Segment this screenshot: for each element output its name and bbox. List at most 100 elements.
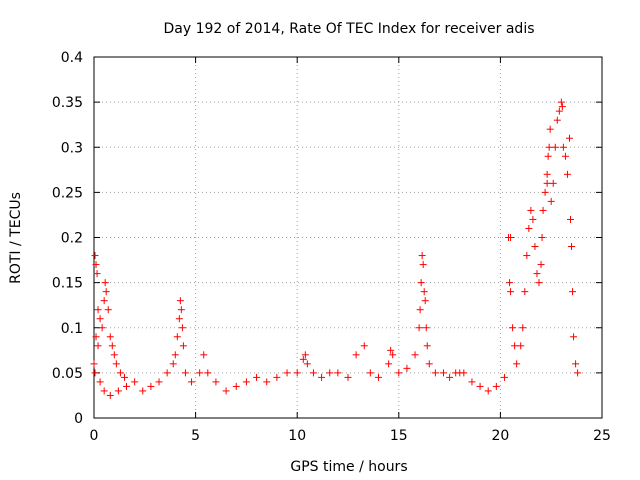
- data-point: [523, 252, 531, 260]
- x-tick-label: 5: [191, 428, 200, 444]
- data-point: [541, 188, 549, 196]
- x-tick-label: 0: [90, 428, 99, 444]
- data-point: [569, 288, 577, 296]
- data-point: [293, 369, 301, 377]
- data-point: [403, 364, 411, 372]
- data-point: [222, 387, 230, 395]
- data-point: [549, 179, 557, 187]
- data-point: [389, 351, 397, 359]
- data-point: [179, 342, 187, 350]
- data-point: [539, 206, 547, 214]
- data-point: [100, 387, 108, 395]
- data-point: [507, 234, 515, 241]
- data-point: [543, 179, 551, 187]
- data-point: [116, 369, 124, 377]
- data-point: [574, 369, 582, 377]
- data-point: [533, 270, 541, 278]
- data-point: [440, 369, 448, 377]
- data-point: [511, 342, 519, 350]
- data-point: [545, 143, 553, 151]
- data-point: [366, 369, 374, 377]
- data-point: [171, 351, 179, 359]
- data-point: [517, 342, 525, 350]
- data-point: [110, 351, 118, 359]
- x-tick-label: 10: [288, 428, 306, 444]
- data-point: [200, 351, 208, 359]
- data-point: [177, 306, 185, 314]
- data-point: [360, 342, 368, 350]
- data-point: [558, 103, 566, 111]
- data-point: [204, 369, 212, 377]
- data-point: [242, 378, 250, 386]
- x-tick-label: 25: [593, 428, 611, 444]
- data-point: [181, 369, 189, 377]
- y-tick-label: 0: [74, 411, 83, 427]
- data-point: [546, 125, 554, 133]
- data-point: [106, 333, 114, 341]
- data-point: [555, 107, 563, 115]
- data-point: [411, 351, 419, 359]
- data-point: [420, 288, 428, 296]
- data-point: [559, 143, 567, 151]
- data-point: [93, 270, 101, 278]
- data-point: [131, 378, 139, 386]
- data-point: [318, 373, 326, 381]
- data-point: [155, 378, 163, 386]
- data-point: [344, 373, 352, 381]
- y-tick-label: 0.25: [52, 185, 83, 201]
- data-point: [100, 297, 108, 305]
- data-point: [446, 373, 454, 381]
- data-point: [96, 378, 104, 386]
- data-point: [104, 306, 112, 314]
- data-point: [352, 351, 360, 359]
- data-point: [417, 279, 425, 287]
- data-point: [114, 387, 122, 395]
- data-point: [418, 252, 426, 260]
- data-point: [173, 333, 181, 341]
- data-point: [90, 360, 98, 368]
- data-point: [263, 378, 271, 386]
- data-point: [509, 324, 517, 332]
- data-point: [303, 360, 311, 368]
- data-point: [147, 382, 155, 390]
- data-point: [513, 360, 521, 368]
- data-point: [507, 288, 515, 296]
- data-point: [92, 261, 100, 269]
- data-point: [98, 324, 106, 332]
- data-point: [421, 297, 429, 305]
- data-point: [91, 252, 99, 260]
- data-point: [476, 382, 484, 390]
- data-point: [484, 387, 492, 395]
- x-tick-label: 20: [491, 428, 509, 444]
- data-point: [519, 324, 527, 332]
- y-tick-label: 0.15: [52, 276, 83, 292]
- data-point: [196, 369, 204, 377]
- data-point: [570, 333, 578, 341]
- data-point: [374, 373, 382, 381]
- data-point: [112, 360, 120, 368]
- data-point: [500, 373, 508, 381]
- y-tick-label: 0.4: [61, 50, 83, 66]
- chart-title: Day 192 of 2014, Rate Of TEC Index for r…: [163, 21, 534, 37]
- data-point: [120, 373, 128, 381]
- data-point: [108, 342, 116, 350]
- data-point: [175, 315, 183, 323]
- data-point: [139, 387, 147, 395]
- data-point: [521, 288, 529, 296]
- data-point: [565, 134, 573, 142]
- data-point: [94, 306, 102, 314]
- data-point: [102, 288, 110, 296]
- y-axis-label: ROTI / TECUs: [8, 192, 24, 284]
- data-point: [557, 98, 565, 106]
- data-point: [572, 360, 580, 368]
- data-point: [106, 391, 114, 399]
- data-point: [395, 369, 403, 377]
- data-point: [460, 369, 468, 377]
- data-point: [163, 369, 171, 377]
- data-point: [188, 378, 196, 386]
- data-point: [253, 373, 261, 381]
- data-point: [273, 373, 281, 381]
- ticks: 0 5 10 15 20 25 0 0.05 0.1 0.15 0.2 0.25 0.3 0.35 0.4: [52, 50, 611, 444]
- data-point: [415, 324, 423, 332]
